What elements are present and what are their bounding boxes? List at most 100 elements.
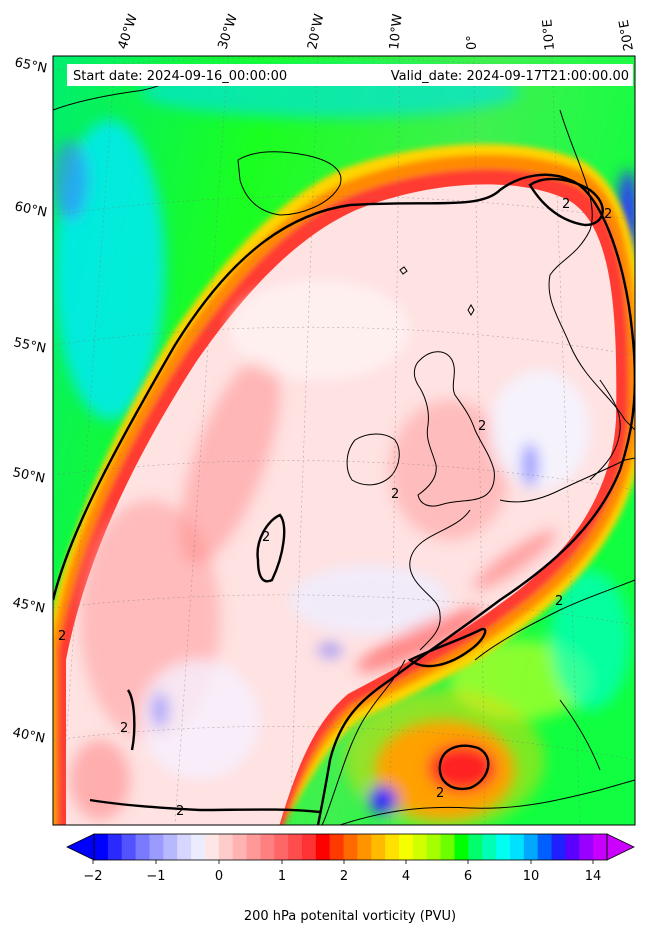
lat-label-50n: 50°N bbox=[11, 465, 46, 486]
colorbar-extend-under bbox=[66, 833, 95, 861]
valid-date-text: Valid_date: 2024-09-17T21:00:00.00 bbox=[391, 69, 629, 84]
colorbar-cell bbox=[412, 834, 428, 860]
mediterranean-coast bbox=[474, 579, 635, 661]
ireland-coast bbox=[346, 433, 400, 486]
lon-label-30w: 30°W bbox=[216, 12, 241, 51]
contour-label-west: 2 bbox=[262, 530, 270, 545]
contour-west-closed bbox=[256, 513, 286, 583]
colorbar: −2 −1 0 1 2 4 6 10 14 200 hPa potenital vorticit… bbox=[66, 833, 635, 924]
start-date-text: Start date: 2024-09-16_00:00:00 bbox=[73, 69, 287, 84]
colorbar-cell bbox=[288, 834, 303, 860]
colorbar-cell bbox=[482, 834, 497, 860]
colorbar-tick-label: 10 bbox=[523, 869, 540, 884]
colorbar-cell bbox=[357, 834, 372, 860]
france-coast bbox=[409, 509, 471, 651]
contour-label-southwest: 2 bbox=[120, 721, 128, 736]
pv-2-contours bbox=[53, 173, 635, 825]
date-info-box bbox=[67, 64, 633, 86]
colorbar-tick-label: 0 bbox=[215, 869, 223, 884]
colorbar-cell bbox=[315, 834, 331, 860]
lon-label-20e: 20°E bbox=[617, 19, 637, 52]
continent-coast bbox=[499, 457, 635, 503]
colorbar-cell bbox=[301, 834, 317, 860]
main-2pvu-contour bbox=[53, 173, 635, 825]
colorbar-tick-label: −2 bbox=[83, 869, 102, 884]
lat-label-40n: 40°N bbox=[11, 725, 46, 746]
colorbar-cell bbox=[426, 834, 442, 860]
colorbar-tick-label: 2 bbox=[340, 869, 348, 884]
colorbar-cell bbox=[260, 834, 275, 860]
pv-field: 2 2 2 2 2 2 2 2 2 2 bbox=[53, 56, 635, 825]
contour-south-closed bbox=[438, 744, 490, 791]
colorbar-cells bbox=[94, 834, 608, 860]
longitude-labels: 40°W 30°W 20°W 10°W 0° 10°E 20°E bbox=[116, 12, 637, 52]
colorbar-cell bbox=[204, 834, 220, 860]
colorbar-cell bbox=[232, 834, 248, 860]
contour-iberia-loop bbox=[407, 627, 487, 668]
colorbar-cell bbox=[496, 834, 511, 860]
iceland-coast bbox=[237, 151, 342, 216]
colorbar-cell bbox=[385, 834, 400, 860]
latitude-labels: 65°N 60°N 55°N 50°N 45°N 40°N bbox=[11, 55, 48, 746]
contour-label-east: 2 bbox=[604, 207, 612, 222]
ridge-interior-texture bbox=[70, 280, 590, 820]
colorbar-frame bbox=[93, 833, 608, 861]
contour-label-ne: 2 bbox=[562, 197, 570, 212]
lon-label-20w: 20°W bbox=[305, 12, 327, 50]
blue-patch-west bbox=[53, 140, 88, 220]
colorbar-cell bbox=[329, 834, 345, 860]
colorbar-tick-label: 14 bbox=[585, 869, 602, 884]
colorbar-cell bbox=[523, 834, 539, 860]
colorbar-ticks: −2 −1 0 1 2 4 6 10 14 bbox=[83, 860, 601, 884]
colorbar-cell bbox=[149, 834, 164, 860]
contour-label-ireland: 2 bbox=[391, 487, 399, 502]
colorbar-cell bbox=[135, 834, 151, 860]
contour-label-bottom: 2 bbox=[176, 804, 184, 819]
colorbar-cell bbox=[565, 834, 580, 860]
contour-southwest-strip bbox=[126, 689, 136, 751]
contour-label-left-edge: 2 bbox=[58, 629, 66, 644]
lon-label-10e: 10°E bbox=[540, 19, 558, 51]
colorbar-cell bbox=[468, 834, 483, 860]
colorbar-cell bbox=[107, 834, 123, 860]
colorbar-cell bbox=[371, 834, 386, 860]
colorbar-tick-label: −1 bbox=[146, 869, 165, 884]
iberia-coast bbox=[321, 659, 406, 825]
contour-label-uk: 2 bbox=[478, 419, 486, 434]
red-core-south bbox=[428, 744, 496, 792]
colorbar-cell bbox=[218, 834, 234, 860]
colorbar-cell bbox=[163, 834, 178, 860]
colorbar-tick-label: 1 bbox=[278, 869, 286, 884]
great-britain-coast bbox=[413, 351, 495, 507]
colorbar-cell bbox=[593, 834, 608, 860]
colorbar-tick-label: 6 bbox=[464, 869, 472, 884]
contour-labels: 2 2 2 2 2 2 2 2 2 2 bbox=[58, 197, 612, 819]
lon-label-0: 0° bbox=[465, 35, 480, 50]
colorbar-cell bbox=[343, 834, 359, 860]
shetland-islands bbox=[467, 304, 475, 316]
colorbar-cell bbox=[94, 834, 109, 860]
colorbar-cell bbox=[274, 834, 289, 860]
lon-label-40w: 40°W bbox=[116, 12, 141, 51]
contour-east-loop bbox=[528, 177, 604, 227]
colorbar-cell bbox=[191, 834, 206, 860]
faroe-islands bbox=[399, 266, 408, 275]
colorbar-cell bbox=[579, 834, 594, 860]
colorbar-tick-label: 4 bbox=[402, 869, 410, 884]
lat-label-45n: 45°N bbox=[11, 595, 46, 616]
contour-label-south-core: 2 bbox=[436, 786, 444, 801]
colorbar-cell bbox=[399, 834, 414, 860]
colorbar-cell bbox=[509, 834, 525, 860]
colorbar-cell bbox=[246, 834, 261, 860]
blue-patch-south bbox=[369, 786, 397, 814]
italy-coast bbox=[559, 699, 601, 771]
map-frame bbox=[52, 55, 636, 826]
colorbar-cell bbox=[177, 834, 192, 860]
lat-label-60n: 60°N bbox=[13, 199, 48, 220]
lat-label-55n: 55°N bbox=[12, 335, 47, 356]
colorbar-cell bbox=[440, 834, 456, 860]
colorbar-label: 200 hPa potenital vorticity (PVU) bbox=[244, 909, 456, 924]
contour-label-iberia: 2 bbox=[555, 594, 563, 609]
baltic-coast bbox=[589, 379, 621, 481]
colorbar-cell bbox=[121, 834, 137, 860]
